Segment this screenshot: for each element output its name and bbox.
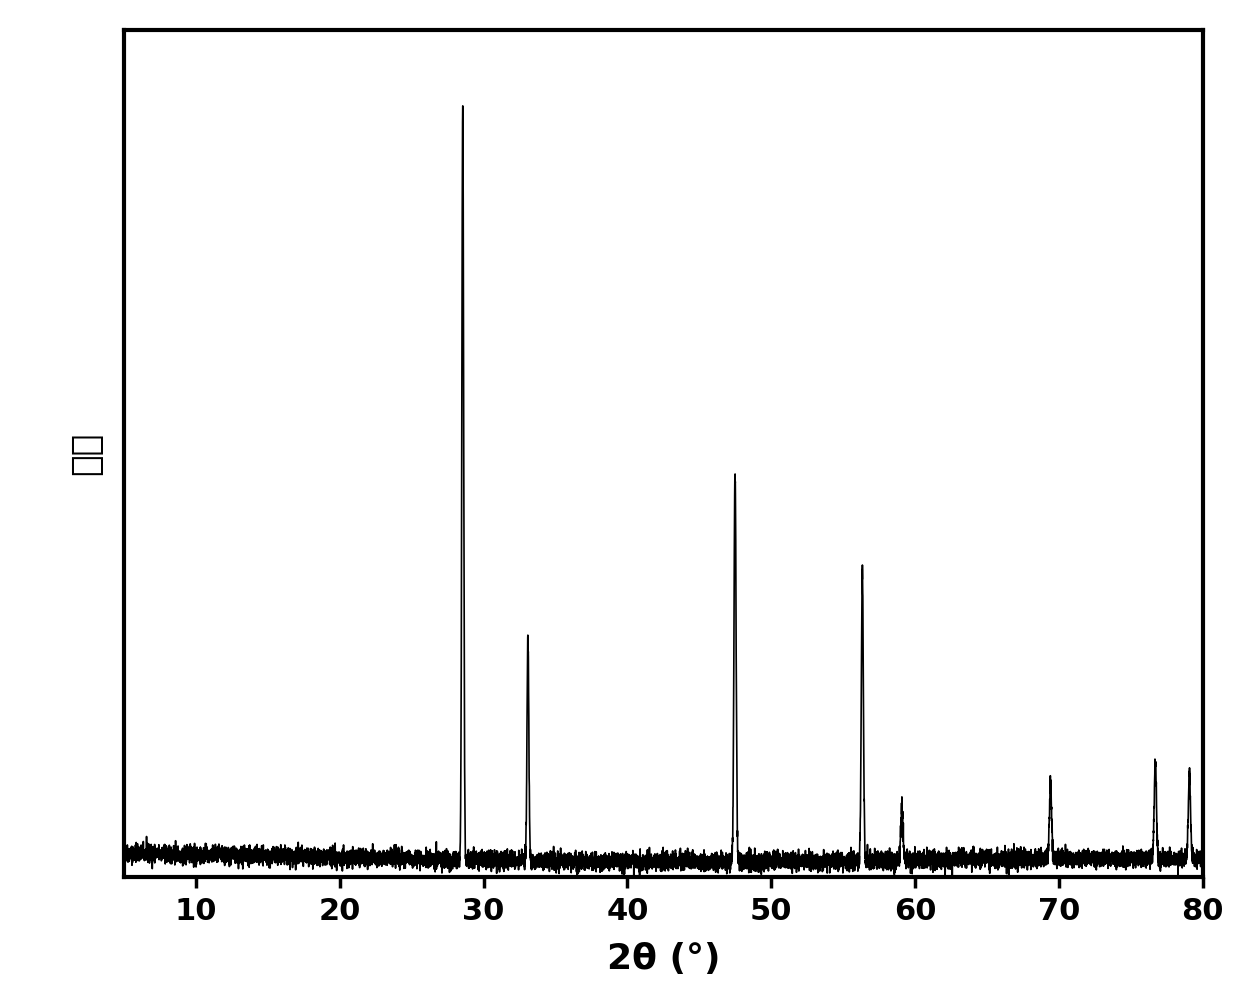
Y-axis label: 强度: 强度 (69, 432, 103, 476)
X-axis label: 2θ (°): 2θ (°) (606, 942, 720, 976)
